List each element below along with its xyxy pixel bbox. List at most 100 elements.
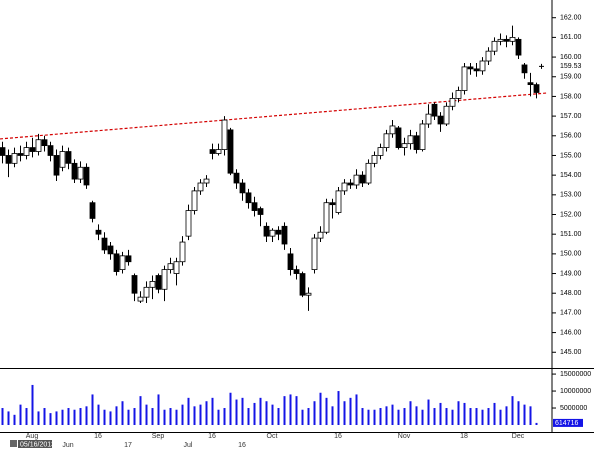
- volume-bar: [49, 413, 52, 425]
- candle-body: [449, 97, 456, 107]
- volume-bar: [199, 404, 202, 425]
- volume-bar: [319, 392, 322, 425]
- volume-bar: [139, 396, 142, 425]
- volume-bar: [457, 401, 460, 425]
- last-volume-box: [553, 418, 583, 427]
- volume-bar: [493, 402, 496, 425]
- candle-body: [143, 286, 150, 298]
- candle-body: [317, 231, 324, 239]
- volume-bar: [367, 409, 370, 425]
- volume-bar: [133, 408, 136, 425]
- volume-bar: [1, 408, 4, 425]
- x-tick-label: Dec: [512, 433, 525, 440]
- volume-bar: [67, 408, 70, 425]
- volume-bar: [187, 397, 190, 425]
- candle-body: [377, 147, 384, 156]
- candle-body: [167, 263, 174, 271]
- candle-body: [137, 296, 144, 302]
- volume-bar: [523, 404, 526, 425]
- candle-body: [59, 151, 66, 168]
- volume-bar: [505, 406, 508, 425]
- candle-body: [83, 166, 90, 186]
- volume-bar: [373, 409, 376, 425]
- volume-bar: [475, 408, 478, 425]
- candle-body: [443, 105, 450, 125]
- y-tick-label: 153.00: [560, 192, 582, 199]
- candle-body: [0, 147, 6, 156]
- candle-body: [65, 151, 72, 164]
- candle-body: [299, 273, 306, 296]
- candle-body: [269, 229, 276, 237]
- candle-body: [395, 127, 402, 148]
- volume-bar: [223, 408, 226, 425]
- y-tick-label: 145.00: [560, 349, 582, 356]
- candle-body: [53, 155, 60, 176]
- volume-bar: [283, 396, 286, 425]
- candle-body: [149, 281, 156, 288]
- x-tick-label-row2: 17: [124, 442, 132, 449]
- candle-body: [497, 38, 504, 42]
- candle-body: [47, 145, 54, 156]
- candle-body: [515, 38, 522, 56]
- candle-body: [95, 229, 102, 235]
- last-price-marker: [539, 63, 544, 69]
- volume-bar: [169, 408, 172, 425]
- x-tick-label: 16: [208, 433, 216, 440]
- candle-body: [401, 143, 408, 148]
- volume-bar: [91, 394, 94, 425]
- candle-body: [281, 225, 288, 245]
- volume-bar: [271, 404, 274, 425]
- volume-bar: [253, 402, 256, 425]
- candle-body: [485, 50, 492, 62]
- volume-bar: [247, 408, 250, 425]
- candle-body: [479, 60, 486, 72]
- volume-bar: [307, 408, 310, 425]
- volume-bar: [379, 408, 382, 425]
- candle-body: [389, 125, 396, 135]
- x-tick-label-row2: 16: [238, 442, 246, 449]
- candle-body: [173, 261, 180, 274]
- candle-body: [365, 162, 372, 184]
- candle-body: [209, 149, 216, 154]
- x-tick-label: Oct: [267, 433, 278, 440]
- candle-body: [347, 182, 354, 186]
- volume-tick-label: 15000000: [560, 371, 591, 378]
- volume-bar: [211, 397, 214, 425]
- volume-bar: [517, 401, 520, 425]
- y-tick-label: 156.00: [560, 133, 582, 140]
- volume-bar: [31, 384, 34, 425]
- candle-body: [245, 192, 252, 204]
- candle-body: [503, 38, 510, 42]
- volume-tick-label: 10000000: [560, 388, 591, 395]
- candle-body: [293, 269, 300, 274]
- candle-body: [113, 253, 120, 272]
- candle-body: [251, 202, 258, 211]
- candle-body: [239, 182, 246, 194]
- volume-bar: [397, 409, 400, 425]
- volume-bar: [217, 409, 220, 425]
- candle-body: [431, 103, 438, 117]
- x-tick-label: 16: [334, 433, 342, 440]
- volume-bar: [337, 391, 340, 425]
- candle-body: [461, 66, 468, 91]
- volume-bar: [73, 409, 76, 425]
- candle-body: [89, 202, 96, 219]
- candle-body: [197, 182, 204, 192]
- volume-bar: [349, 397, 352, 425]
- volume-bar: [13, 414, 16, 425]
- volume-bar: [163, 409, 166, 425]
- volume-bar: [145, 404, 148, 425]
- candle-body: [353, 174, 360, 186]
- y-tick-label: 157.00: [560, 113, 582, 120]
- volume-bar: [535, 422, 538, 425]
- volume-bar: [25, 408, 28, 425]
- volume-bar: [415, 406, 418, 425]
- volume-bar: [427, 399, 430, 425]
- last-price-label: 159.53: [560, 63, 582, 70]
- volume-bar: [37, 411, 40, 425]
- volume-bar: [127, 409, 130, 425]
- candle-body: [455, 90, 462, 99]
